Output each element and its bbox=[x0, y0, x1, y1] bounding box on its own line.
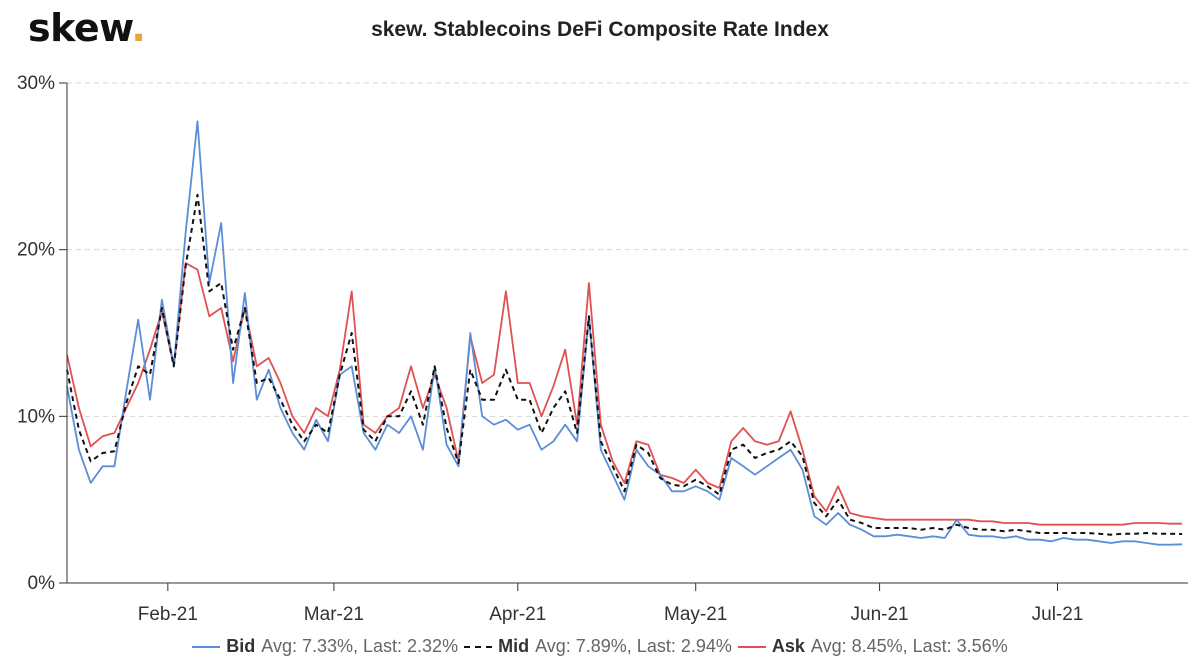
legend-stats-ask: Avg: 8.45%, Last: 3.56% bbox=[810, 636, 1008, 656]
legend-stats-bid: Avg: 7.33%, Last: 2.32% bbox=[261, 636, 459, 656]
skew-logo: skew. bbox=[28, 6, 146, 50]
logo-dot: . bbox=[131, 6, 146, 50]
x-tick-label: Feb-21 bbox=[138, 604, 198, 625]
y-tick-label: 30% bbox=[17, 73, 55, 94]
legend-name-mid: Mid bbox=[498, 636, 530, 656]
legend-swatch-ask bbox=[737, 645, 766, 648]
legend-item-bid[interactable]: Bid Avg: 7.33%, Last: 2.32% bbox=[192, 636, 458, 657]
y-tick-label: 10% bbox=[17, 406, 55, 427]
x-tick-label: May-21 bbox=[664, 604, 727, 625]
legend-item-ask[interactable]: Ask Avg: 8.45%, Last: 3.56% bbox=[737, 636, 1008, 657]
x-tick-label: Apr-21 bbox=[489, 604, 546, 625]
x-tick-label: Jul-21 bbox=[1032, 604, 1084, 625]
y-tick-label: 20% bbox=[17, 240, 55, 261]
y-tick-label: 0% bbox=[28, 573, 56, 594]
legend-name-ask: Ask bbox=[771, 636, 805, 656]
x-tick-label: Mar-21 bbox=[304, 604, 364, 625]
legend-stats-mid: Avg: 7.89%, Last: 2.94% bbox=[535, 636, 732, 656]
legend-name-bid: Bid bbox=[226, 636, 256, 656]
x-tick-label: Jun-21 bbox=[851, 604, 909, 625]
legend-swatch-mid bbox=[464, 645, 493, 648]
series-line-mid bbox=[66, 193, 1183, 536]
legend-swatch-bid bbox=[192, 645, 221, 648]
logo-text: skew bbox=[28, 6, 132, 50]
legend: Bid Avg: 7.33%, Last: 2.32% Mid Avg: 7.8… bbox=[0, 636, 1200, 657]
legend-item-mid[interactable]: Mid Avg: 7.89%, Last: 2.94% bbox=[464, 636, 732, 657]
series-line-ask bbox=[66, 262, 1183, 526]
chart-title: skew. Stablecoins DeFi Composite Rate In… bbox=[371, 18, 829, 41]
